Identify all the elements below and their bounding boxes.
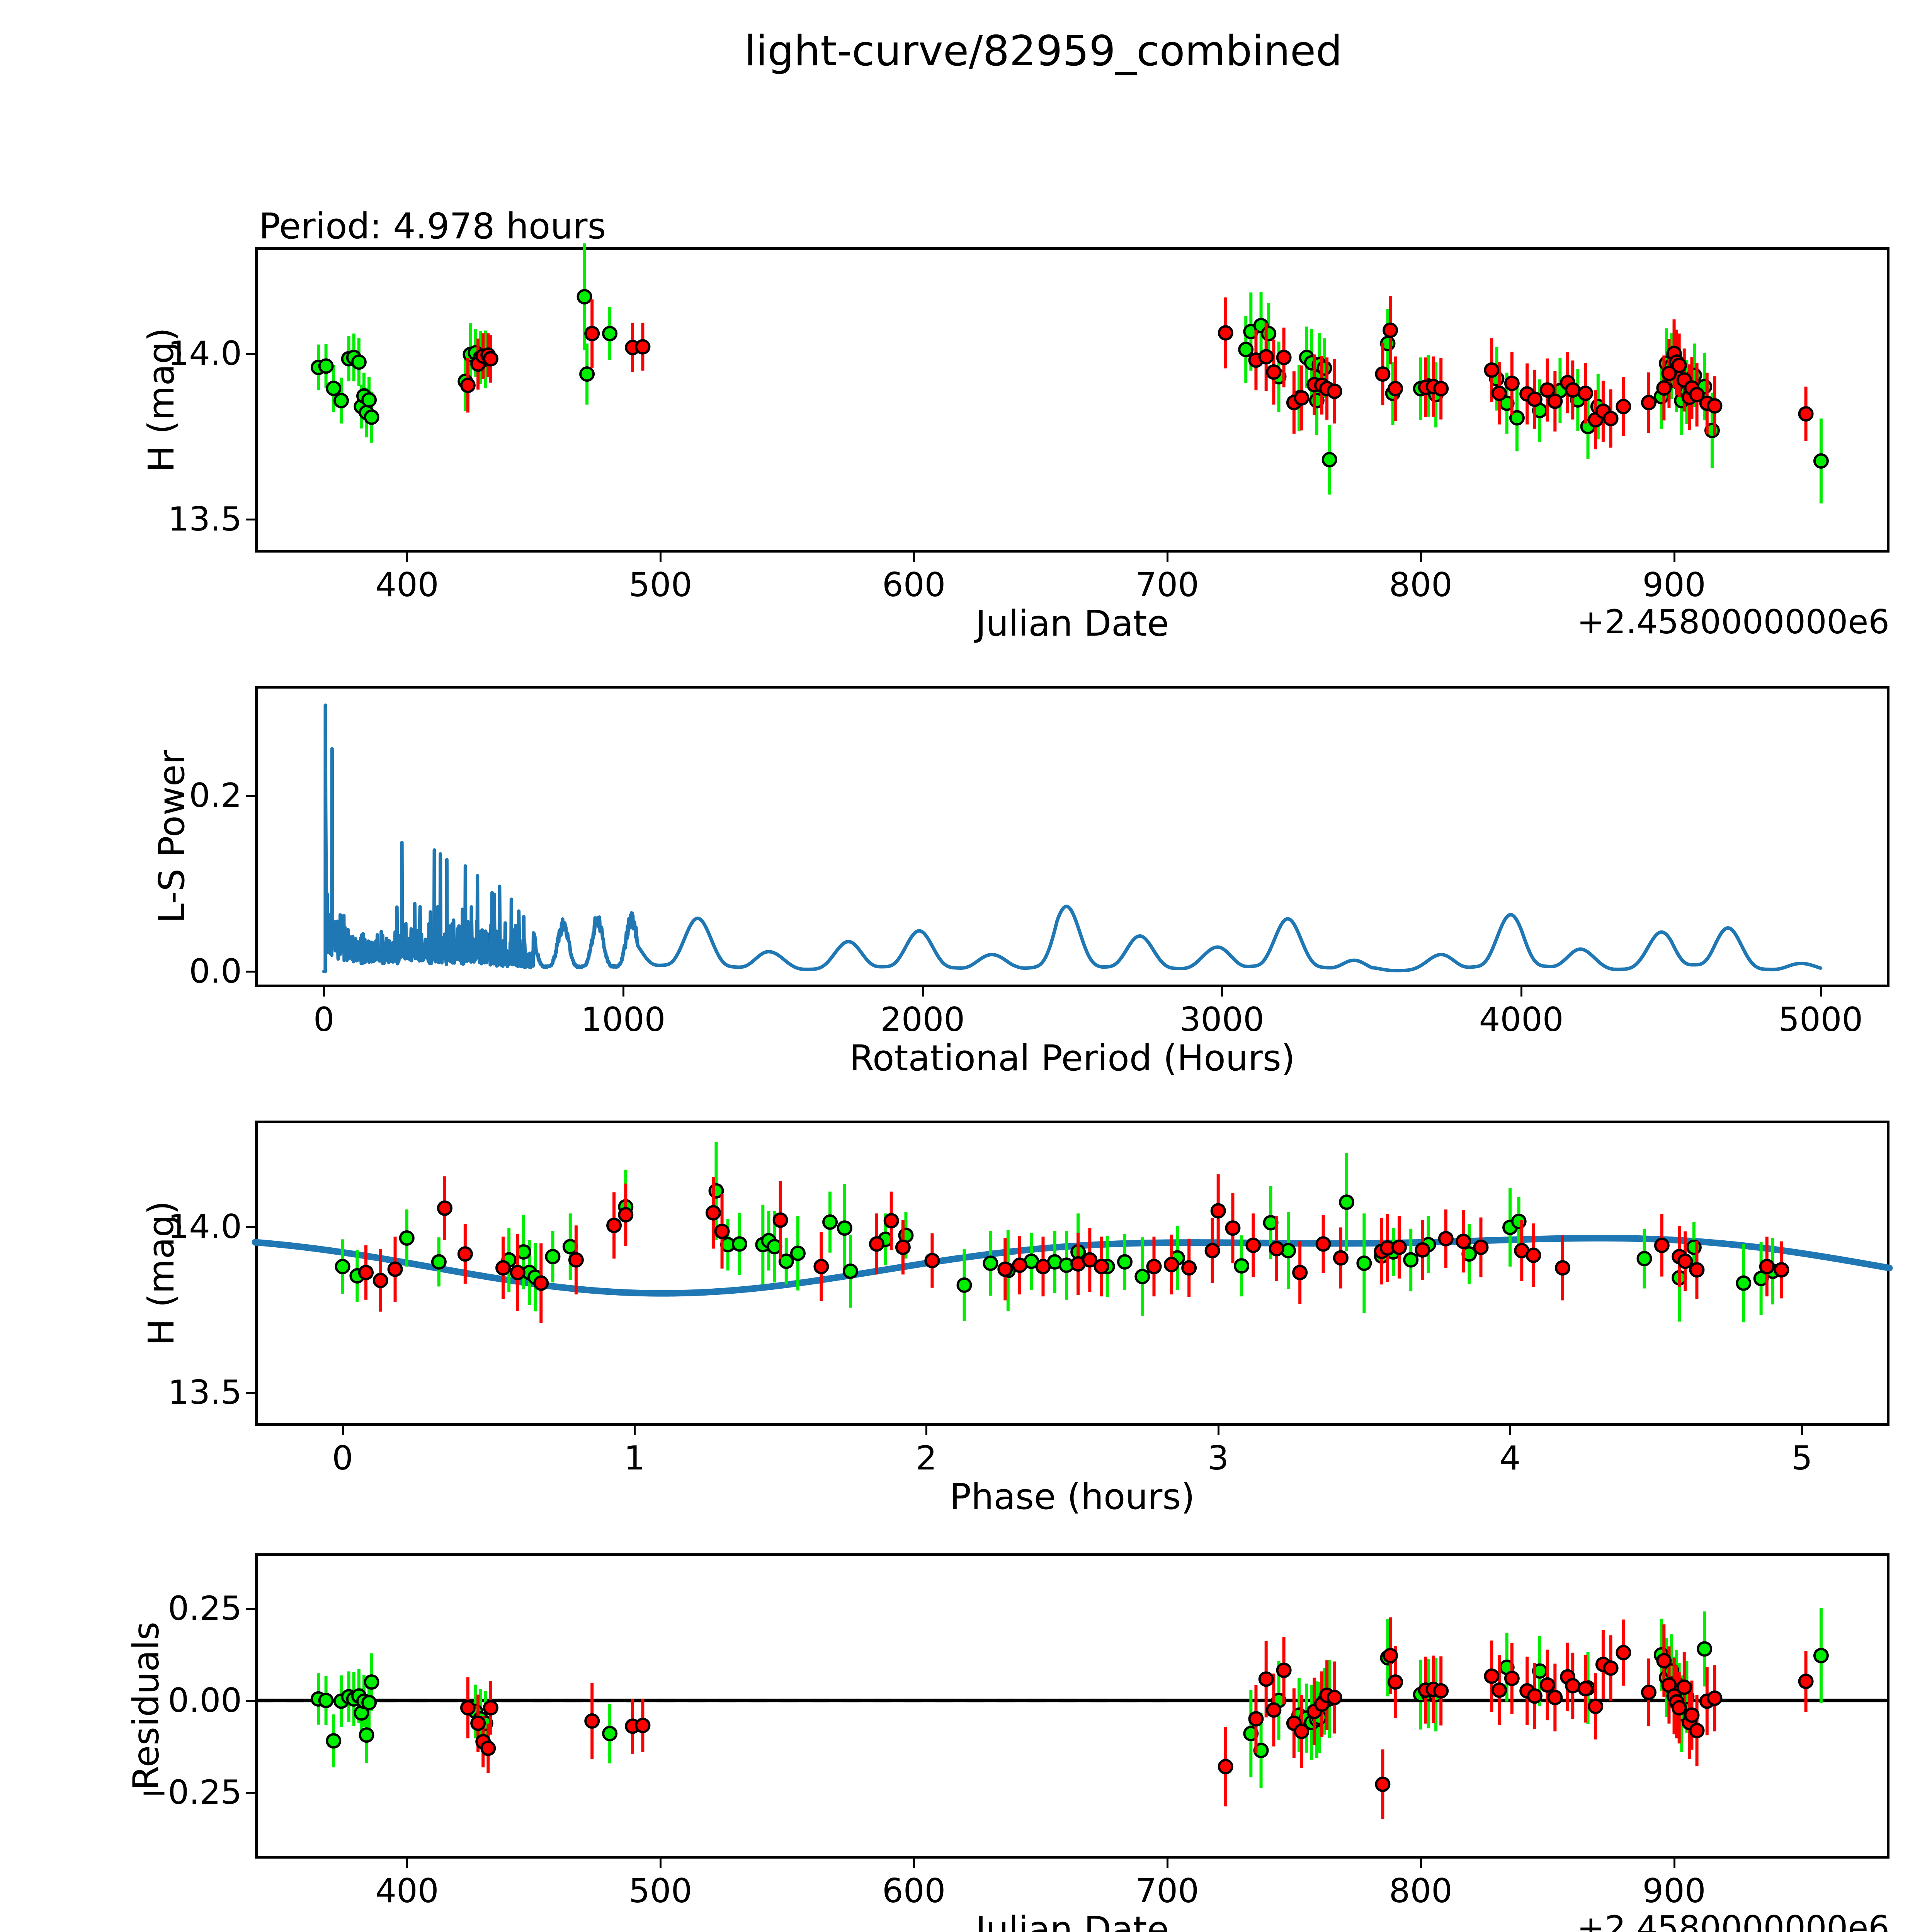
xtick-mark [1801, 1426, 1803, 1435]
ytick-mark [246, 1699, 255, 1702]
xtick-label: 1000 [581, 1000, 666, 1039]
ytick-label: 13.5 [168, 1373, 242, 1412]
figure-title: light-curve/82959_combined [744, 27, 1342, 75]
ytick-label: 0.2 [189, 776, 242, 815]
xtick-label: 800 [1389, 566, 1452, 604]
xtick-mark [1420, 1859, 1422, 1868]
series-red [460, 296, 1814, 449]
ytick-mark [246, 1392, 255, 1394]
xtick-label: 700 [1135, 1872, 1199, 1910]
ytick-mark [246, 1791, 255, 1794]
panel-residuals: Residuals Julian Date +2.4580000000e6 40… [126, 1553, 1889, 1932]
model-fit-line [252, 1235, 1893, 1297]
plot-area-residuals [255, 1608, 1889, 1820]
xtick-mark [660, 553, 662, 562]
xtick-label: 2 [915, 1439, 937, 1478]
xtick-mark [1221, 987, 1223, 997]
xtick-label: 800 [1389, 1872, 1452, 1910]
axis-label-x-residuals: Julian Date [975, 1909, 1169, 1932]
xtick-label: 400 [375, 1872, 439, 1910]
series-green [310, 1608, 1829, 1788]
xtick-label: 700 [1135, 566, 1199, 604]
ytick-mark [246, 352, 255, 355]
ytick-label: −0.25 [140, 1773, 242, 1812]
xtick-label: 600 [882, 566, 946, 604]
xtick-label: 600 [882, 1872, 946, 1910]
xtick-label: 5000 [1778, 1000, 1863, 1039]
series-green [310, 243, 1829, 503]
xtick-label: 0 [332, 1439, 353, 1478]
periodogram-line [322, 703, 1823, 973]
ytick-mark [246, 795, 255, 797]
period-annotation: Period: 4.978 hours [259, 206, 606, 247]
xtick-mark [922, 987, 924, 997]
plot-area-lightcurve [310, 243, 1829, 503]
xtick-mark [406, 1859, 408, 1868]
xtick-mark [1166, 553, 1168, 562]
xtick-mark [925, 1426, 928, 1435]
xtick-mark [633, 1426, 636, 1435]
xtick-label: 5 [1791, 1439, 1813, 1478]
xtick-mark [342, 1426, 344, 1435]
axes-frame-periodogram [255, 686, 1889, 987]
xtick-mark [1673, 553, 1675, 562]
ytick-mark [246, 1226, 255, 1228]
ytick-label: 0.25 [168, 1589, 242, 1628]
plot-area-periodogram [322, 703, 1823, 973]
axis-label-y-residuals: Residuals [125, 1621, 167, 1791]
x-offset-text-residuals: +2.4580000000e6 [1577, 1909, 1889, 1932]
axis-label-x-lightcurve: Julian Date [975, 603, 1169, 644]
xtick-label: 400 [375, 566, 439, 604]
xtick-mark [1166, 1859, 1168, 1868]
xtick-label: 0 [313, 1000, 335, 1039]
xtick-label: 1 [624, 1439, 645, 1478]
xtick-label: 4000 [1479, 1000, 1564, 1039]
axes-frame-lightcurve [255, 247, 1889, 553]
xtick-mark [1820, 987, 1822, 997]
xtick-mark [1217, 1426, 1219, 1435]
ytick-label: 0.00 [168, 1681, 242, 1720]
axes-frame-residuals [255, 1553, 1889, 1859]
axis-label-y-periodogram: L-S Power [151, 750, 192, 923]
xtick-label: 500 [629, 566, 692, 604]
xtick-mark [1509, 1426, 1512, 1435]
xtick-label: 3 [1208, 1439, 1229, 1478]
xtick-mark [913, 553, 915, 562]
xtick-label: 900 [1642, 566, 1706, 604]
xtick-mark [660, 1859, 662, 1868]
ytick-label: 14.0 [168, 1207, 242, 1246]
ytick-label: 0.0 [189, 952, 242, 991]
ytick-mark [246, 971, 255, 973]
series-red [460, 1617, 1814, 1820]
panel-phasefold: H (mag) Phase (hours) 0 1 2 3 4 5 14.0 13.5 [141, 1121, 1893, 1517]
xtick-mark [913, 1859, 915, 1868]
ytick-mark [246, 519, 255, 521]
panel-lightcurve: Period: 4.978 hours H (mag) Julian Date … [141, 206, 1889, 644]
xtick-label: 4 [1499, 1439, 1521, 1478]
ytick-label: 13.5 [168, 500, 242, 539]
xtick-mark [622, 987, 624, 997]
ytick-label: 14.0 [168, 334, 242, 373]
xtick-label: 2000 [880, 1000, 965, 1039]
plot-area-phasefold [252, 1141, 1893, 1323]
axis-label-x-periodogram: Rotational Period (Hours) [849, 1037, 1295, 1079]
panel-periodogram: L-S Power Rotational Period (Hours) 0 100… [151, 686, 1889, 1079]
xtick-mark [323, 987, 325, 997]
xtick-mark [1673, 1859, 1675, 1868]
xtick-mark [406, 553, 408, 562]
x-offset-text-lightcurve: +2.4580000000e6 [1577, 603, 1889, 641]
xtick-mark [1520, 987, 1523, 997]
xtick-label: 900 [1642, 1872, 1706, 1910]
xtick-label: 500 [629, 1872, 692, 1910]
xtick-mark [1420, 553, 1422, 562]
xtick-label: 3000 [1179, 1000, 1264, 1039]
axis-label-x-phasefold: Phase (hours) [949, 1476, 1195, 1517]
ytick-mark [246, 1607, 255, 1610]
series-red [358, 1174, 1789, 1323]
